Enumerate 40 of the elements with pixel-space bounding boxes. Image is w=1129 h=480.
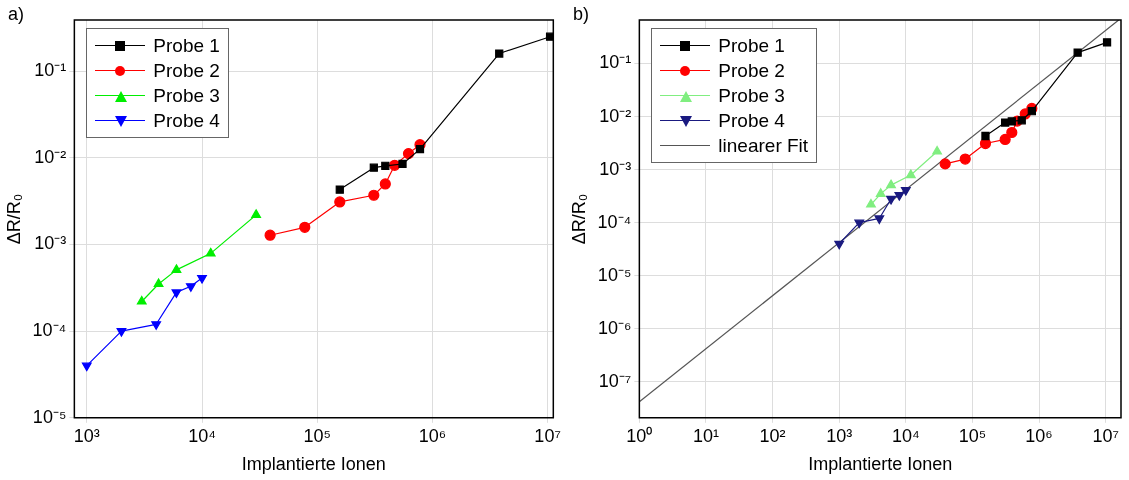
y-axis-title: ΔR/R₀	[3, 193, 24, 245]
y-tick-label: 10⁻⁷	[598, 370, 632, 391]
legend-label: Probe 1	[153, 34, 220, 57]
x-tick-label: 10⁶	[418, 425, 447, 446]
x-tick-label: 10⁵	[303, 425, 331, 446]
legend-label: Probe 3	[153, 84, 220, 107]
chart-title: b)	[573, 4, 590, 25]
chart-title: a)	[8, 4, 25, 25]
x-tick-label: 10³	[73, 425, 100, 446]
x-tick-label: 10⁵	[958, 425, 987, 446]
legend-label: Probe 2	[718, 59, 785, 82]
y-tick-label: 10⁻¹	[599, 52, 632, 73]
y-tick-label: 10⁻⁶	[597, 317, 632, 338]
y-tick-label: 10⁻⁵	[597, 264, 632, 285]
x-axis-title: Implantierte Ionen	[808, 454, 953, 475]
y-tick-label: 10⁻⁴	[597, 211, 632, 232]
legend-label: Probe 3	[718, 84, 785, 107]
legend-label: Probe 1	[718, 34, 785, 57]
legend-label: Probe 4	[718, 109, 785, 132]
y-tick-label: 10⁻³	[34, 233, 67, 254]
legend-label: linearer Fit	[718, 134, 809, 157]
y-tick-label: 10⁻⁵	[32, 406, 67, 427]
y-tick-label: 10⁻¹	[34, 60, 67, 81]
x-tick-label: 10¹	[692, 425, 719, 446]
x-tick-label: 10⁷	[1092, 425, 1119, 446]
x-axis-title: Implantierte Ionen	[241, 454, 386, 475]
x-tick-label: 10⁴	[188, 425, 216, 446]
x-tick-label: 10⁰	[626, 425, 653, 446]
y-tick-label: 10⁻⁴	[32, 320, 67, 341]
y-tick-label: 10⁻³	[599, 158, 632, 179]
x-tick-label: 10⁴	[891, 425, 920, 446]
legend-label: Probe 4	[153, 109, 220, 132]
y-tick-label: 10⁻²	[34, 146, 67, 167]
y-axis-title: ΔR/R₀	[568, 193, 589, 245]
x-tick-label: 10⁷	[534, 425, 561, 446]
x-tick-label: 10²	[759, 425, 786, 446]
x-tick-label: 10³	[826, 425, 853, 446]
x-tick-label: 10⁶	[1025, 425, 1053, 446]
y-tick-label: 10⁻²	[599, 105, 632, 126]
legend-label: Probe 2	[153, 59, 220, 82]
